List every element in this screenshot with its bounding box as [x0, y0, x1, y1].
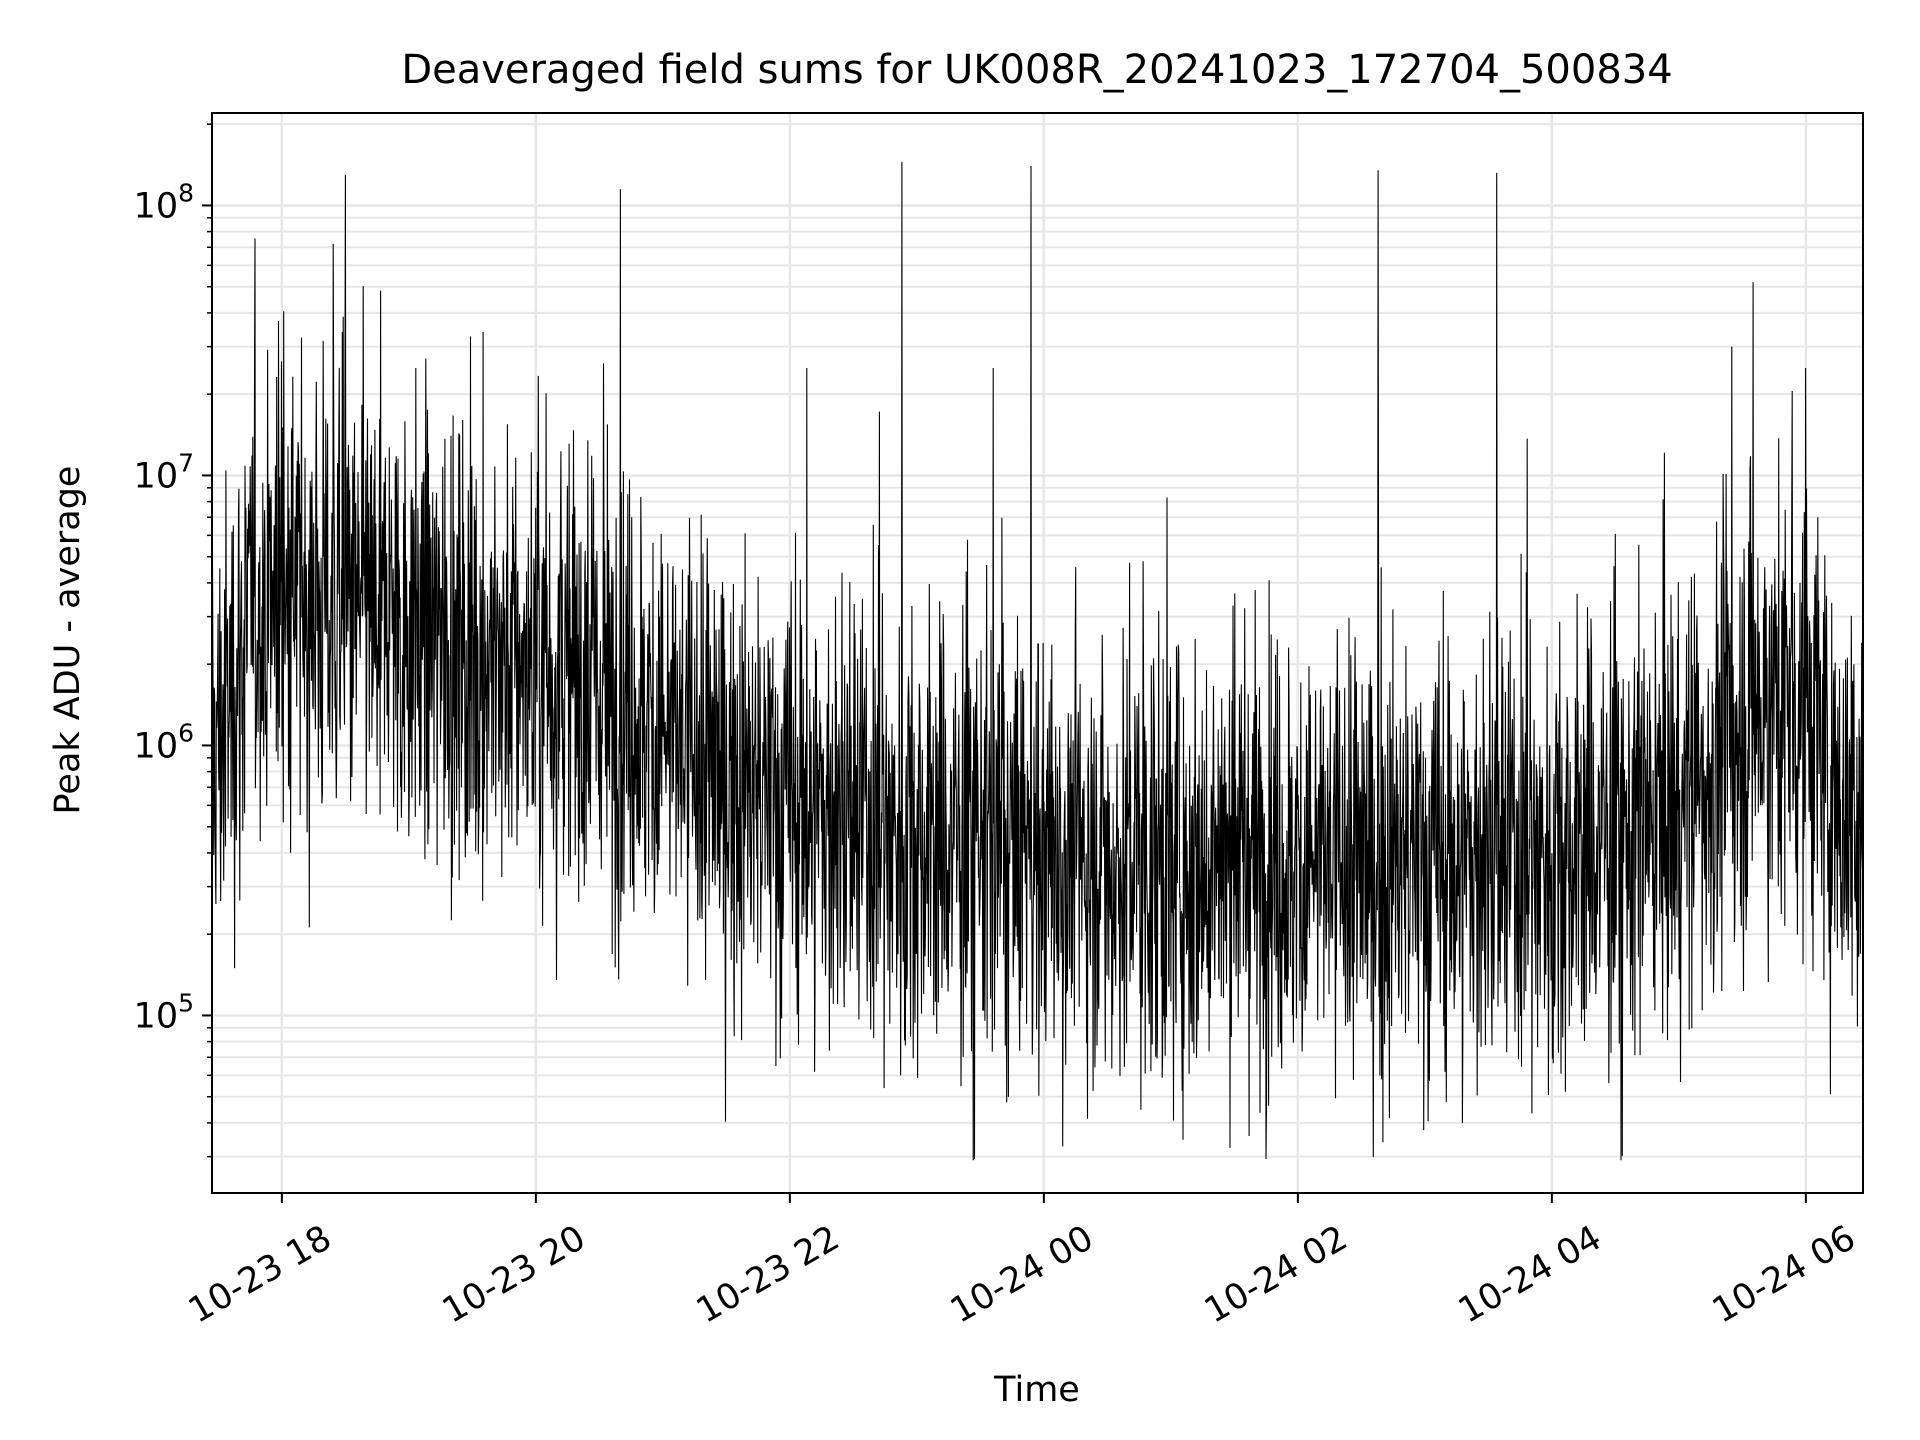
y-tick-exponent: 8: [178, 178, 194, 207]
y-tick-exponent: 7: [178, 448, 194, 477]
x-axis-label: Time: [993, 1370, 1080, 1410]
y-tick-base: 10: [134, 726, 179, 766]
series-line: [211, 161, 1864, 1161]
axes-frame: [211, 112, 1864, 1194]
plot-series: [211, 161, 1864, 1161]
y-tick-label: 107: [134, 448, 194, 496]
y-tick-exponent: 5: [178, 988, 194, 1017]
y-tick-base: 10: [134, 186, 179, 226]
y-tick-label: 108: [134, 178, 194, 226]
chart-title: Deaveraged field sums for UK008R_2024102…: [401, 47, 1672, 93]
y-tick-label: 105: [134, 988, 194, 1036]
y-tick-base: 10: [134, 456, 179, 496]
y-tick-exponent: 6: [178, 718, 194, 747]
y-axis-label: Peak ADU - average: [48, 466, 88, 815]
y-tick-base: 10: [134, 996, 179, 1036]
y-tick-label: 106: [134, 718, 194, 766]
